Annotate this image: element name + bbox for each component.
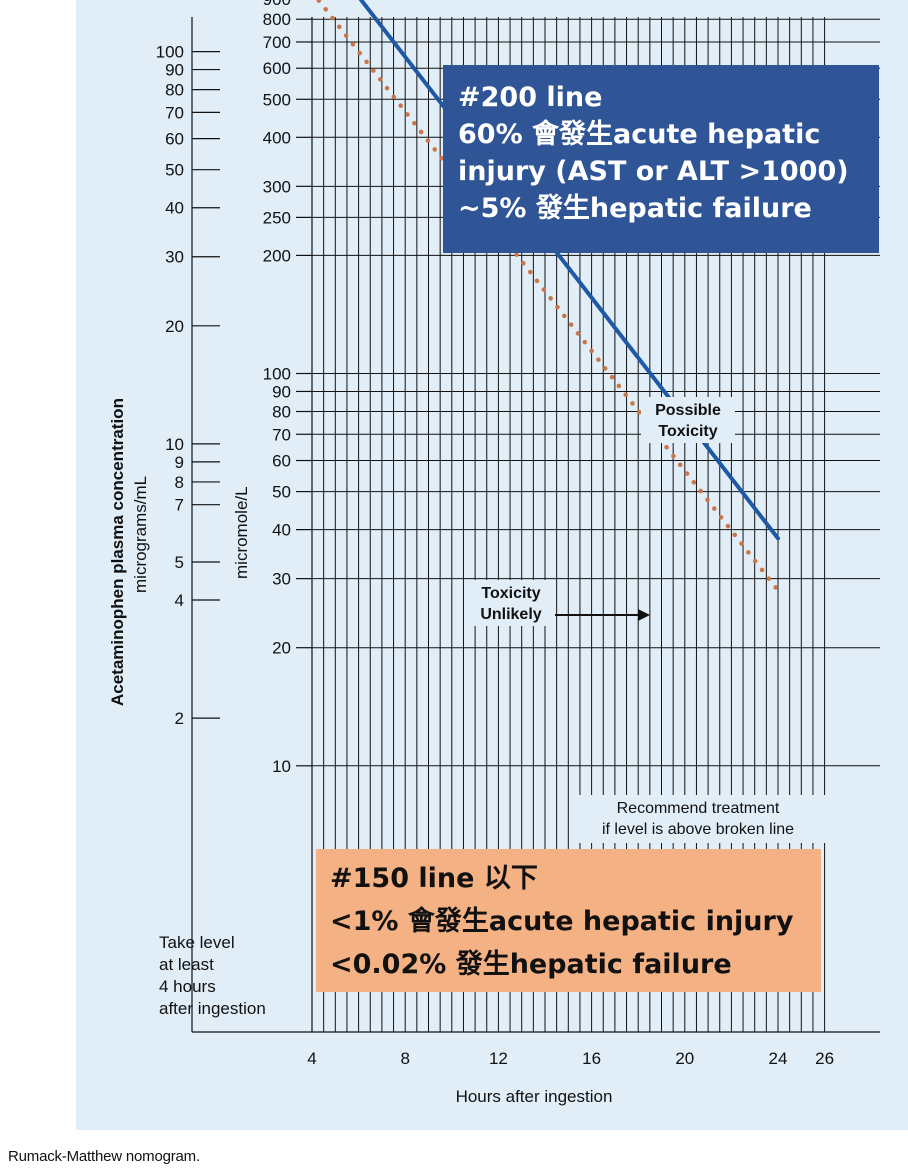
outer-y-tick-label: 5 (175, 553, 184, 572)
inner-y-tick-label: 400 (263, 128, 291, 147)
outer-y-tick-label: 70 (165, 103, 184, 122)
inner-y-tick-label: 600 (263, 59, 291, 78)
toxicity-unlikely-label: Toxicity (481, 585, 540, 602)
outer-y-tick-label: 4 (175, 591, 184, 610)
possible-toxicity-label: Possible (655, 402, 721, 419)
take-level-label: 4 hours (159, 977, 216, 996)
inner-y-tick-label: 10 (272, 757, 291, 776)
inner-y-tick-label: 30 (272, 570, 291, 589)
outer-y-tick-label: 50 (165, 161, 184, 180)
toxicity-unlikely-label: Unlikely (480, 606, 541, 623)
inner-y-tick-label: 20 (272, 639, 291, 658)
recommend-bg (571, 795, 827, 843)
x-tick-label: 20 (675, 1049, 694, 1068)
x-tick-label: 4 (307, 1049, 316, 1068)
toxicity-unlikely-arrowhead (638, 609, 650, 621)
possible-toxicity-label: Toxicity (658, 423, 717, 440)
x-tick-label: 12 (489, 1049, 508, 1068)
inner-y-tick-label: 250 (263, 208, 291, 227)
box-peach-line-3: <0.02% 發生hepatic failure (330, 949, 732, 980)
x-axis-title: Hours after ingestion (456, 1087, 613, 1106)
outer-y-tick-label: 90 (165, 61, 184, 80)
inner-y-tick-label: 50 (272, 483, 291, 502)
x-tick-label: 24 (769, 1049, 788, 1068)
take-level-label: Take level (159, 933, 235, 952)
figure-caption: Rumack-Matthew nomogram. (8, 1148, 200, 1165)
inner-y-tick-label: 200 (263, 246, 291, 265)
y-axis-inner-unit: micromole/L (232, 486, 251, 579)
x-tick-label: 16 (582, 1049, 601, 1068)
outer-y-tick-label: 60 (165, 130, 184, 149)
y-axis-title: Acetaminophen plasma concentration (108, 398, 127, 706)
y-axis-unit: micrograms/mL (131, 475, 150, 593)
recommend-label: if level is above broken line (602, 821, 794, 838)
outer-y-tick-label: 30 (165, 248, 184, 267)
x-tick-label: 26 (815, 1049, 834, 1068)
outer-y-tick-label: 7 (175, 496, 184, 515)
inner-y-tick-label: 70 (272, 425, 291, 444)
take-level-label: at least (159, 955, 214, 974)
outer-y-tick-label: 20 (165, 317, 184, 336)
box-blue-line-4: ~5% 發生hepatic failure (458, 193, 812, 224)
outer-y-tick-label: 80 (165, 81, 184, 100)
inner-y-tick-label: 800 (263, 10, 291, 29)
outer-y-tick-label: 9 (175, 453, 184, 472)
box-blue-line-3: injury (AST or ALT >1000) (458, 156, 849, 187)
toxicity-unlikely-bg (471, 580, 551, 626)
line-150-info-box (316, 849, 821, 992)
take-level-label: after ingestion (159, 999, 266, 1018)
box-peach-line-2: <1% 會發生acute hepatic injury (330, 906, 794, 937)
outer-y-tick-label: 100 (156, 43, 184, 62)
inner-y-tick-label: 60 (272, 452, 291, 471)
inner-y-tick-label: 80 (272, 403, 291, 422)
inner-y-tick-label: 900 (263, 0, 291, 9)
possible-toxicity-bg (641, 397, 735, 443)
outer-y-tick-label: 40 (165, 199, 184, 218)
inner-y-tick-label: 300 (263, 177, 291, 196)
inner-y-tick-label: 500 (263, 90, 291, 109)
outer-y-tick-label: 8 (175, 473, 184, 492)
recommend-label: Recommend treatment (617, 800, 780, 817)
inner-y-tick-label: 100 (263, 365, 291, 384)
inner-y-tick-label: 40 (272, 521, 291, 540)
inner-y-tick-label: 700 (263, 33, 291, 52)
outer-y-tick-label: 10 (165, 435, 184, 454)
outer-y-tick-label: 2 (175, 709, 184, 728)
line-200-info-box (443, 65, 879, 253)
box-blue-line-1: #200 line (458, 82, 603, 113)
box-peach-line-1: #150 line 以下 (330, 863, 538, 894)
box-blue-line-2: 60% 會發生acute hepatic (458, 119, 821, 150)
line-150-dotted (315, 0, 781, 593)
inner-y-tick-label: 90 (272, 382, 291, 401)
x-tick-label: 8 (400, 1049, 409, 1068)
